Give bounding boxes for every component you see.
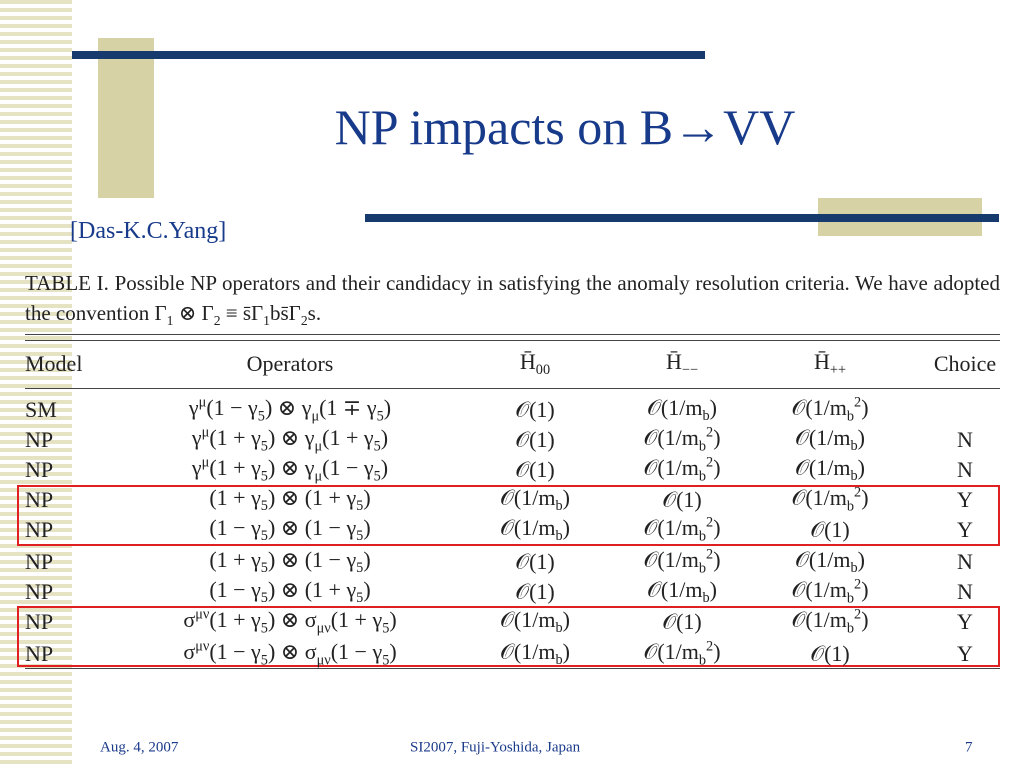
table-cell: Y [957,517,973,542]
table-cell: N [957,579,973,604]
decor-line [365,214,999,222]
slide-title: NP impacts on B→VV [334,99,796,155]
table-rule [25,668,1000,669]
table-cell: (1 + γ5) ⊗ (1 + γ5) [209,484,371,515]
table-rule [25,340,1000,341]
table-cell: NP [25,517,54,542]
header-cell: H̄++ [813,348,847,379]
table-cell: 𝒪(1) [515,579,555,604]
table-caption: TABLE I. Possible NP operators and their… [25,271,1000,329]
decor-block [98,38,154,198]
table-cell: 𝒪(1/mb2) [643,546,721,577]
table-cell: (1 − γ5) ⊗ (1 + γ5) [209,576,371,607]
table-cell: NP [25,641,54,666]
table-cell: N [957,549,973,574]
decor-stripes [0,0,72,768]
table-cell: 𝒪(1) [810,517,850,542]
table-cell: (1 + γ5) ⊗ (1 − γ5) [209,546,371,577]
table-cell: 𝒪(1/mb2) [643,454,721,485]
header-cell: H̄00 [519,348,551,379]
highlight-box [17,485,1000,546]
table-cell: NP [25,549,54,574]
header-cell: Operators [246,351,334,376]
table-cell: 𝒪(1/mb2) [791,394,869,425]
table-cell: SM [25,397,57,422]
table-cell: 𝒪(1/mb) [500,514,570,545]
table-cell: 𝒪(1/mb) [795,454,865,485]
table-cell: 𝒪(1/mb) [500,606,570,637]
table-rule [25,388,1000,389]
table-cell: NP [25,457,54,482]
table-cell: 𝒪(1/mb) [647,394,717,425]
table-cell: 𝒪(1) [662,609,702,634]
table-cell: 𝒪(1/mb) [500,638,570,669]
table-cell: 𝒪(1) [515,397,555,422]
table-cell: σμν(1 − γ5) ⊗ σμν(1 − γ5) [183,638,397,669]
table-cell: NP [25,579,54,604]
highlight-box [17,606,1000,667]
header-cell: H̄−− [665,348,699,379]
table-cell: 𝒪(1/mb2) [791,484,869,515]
table-cell: 𝒪(1/mb2) [643,514,721,545]
table-cell: 𝒪(1/mb) [795,546,865,577]
table-cell: 𝒪(1) [515,549,555,574]
table-cell: (1 − γ5) ⊗ (1 − γ5) [209,514,371,545]
table-cell: 𝒪(1) [515,427,555,452]
footer-date: Aug. 4, 2007 [100,739,179,756]
table-cell: 𝒪(1/mb) [795,424,865,455]
footer-page: 7 [965,739,973,756]
table-cell: N [957,427,973,452]
table-cell: Y [957,609,973,634]
table-cell: NP [25,487,54,512]
table-cell: 𝒪(1/mb2) [791,576,869,607]
table-cell: 𝒪(1) [515,457,555,482]
table-cell: γμ(1 − γ5) ⊗ γμ(1 ∓ γ5) [188,394,392,425]
header-cell: Model [25,351,83,376]
table-cell: Y [957,641,973,666]
table-cell: σμν(1 + γ5) ⊗ σμν(1 + γ5) [183,606,397,637]
table-rule [25,334,1000,335]
table-cell: 𝒪(1/mb) [647,576,717,607]
table-cell: Y [957,487,973,512]
table-cell: γμ(1 + γ5) ⊗ γμ(1 + γ5) [191,424,389,455]
citation: [Das-K.C.Yang] [70,218,227,244]
table-cell: N [957,457,973,482]
table-cell: 𝒪(1/mb2) [643,638,721,669]
footer-venue: SI2007, Fuji-Yoshida, Japan [410,739,581,756]
table-cell: 𝒪(1) [662,487,702,512]
table-cell: NP [25,609,54,634]
table-cell: 𝒪(1/mb2) [791,606,869,637]
table-cell: NP [25,427,54,452]
table-cell: 𝒪(1/mb2) [643,424,721,455]
table-cell: 𝒪(1/mb) [500,484,570,515]
table-cell: 𝒪(1) [810,641,850,666]
table-cell: γμ(1 + γ5) ⊗ γμ(1 − γ5) [191,454,389,485]
decor-line [72,51,705,59]
header-cell: Choice [933,351,997,376]
